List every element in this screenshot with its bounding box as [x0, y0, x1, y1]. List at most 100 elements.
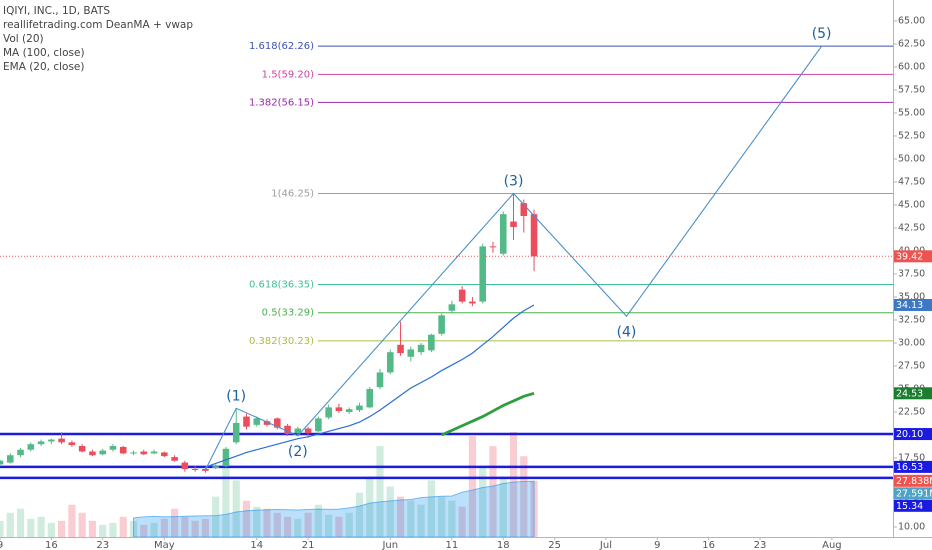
volume-bar: [427, 480, 435, 537]
volume-bar: [78, 512, 86, 537]
volume-bar: [0, 520, 4, 537]
volume-bar: [47, 522, 55, 537]
fib-label: 0.5(33.29): [262, 308, 314, 319]
volume-bar: [27, 518, 35, 537]
candle-body: [407, 349, 415, 357]
candle-body: [37, 441, 45, 445]
candle-body: [417, 344, 425, 353]
volume-bar: [314, 504, 322, 537]
candle-body: [191, 469, 199, 471]
candle-body: [376, 372, 384, 388]
header-text: reallifetrading.com DeanMA + vwap: [3, 19, 193, 31]
candle-body: [469, 301, 476, 304]
volume-bar: [458, 506, 466, 537]
price-label: 20.10: [896, 429, 923, 440]
y-tick-label: 17.50: [898, 452, 925, 463]
y-tick-label: 42.50: [898, 222, 925, 233]
wave-label: (1): [226, 388, 246, 404]
candle-body: [6, 455, 14, 463]
price-axis-bg: [893, 0, 932, 550]
candle-body: [510, 221, 517, 228]
candle-body: [27, 444, 35, 450]
volume-bar: [448, 500, 456, 537]
volume-bar: [520, 456, 528, 537]
candle-body: [520, 203, 528, 217]
y-tick-label: 10.00: [898, 521, 925, 532]
fib-label: 1.618(62.26): [249, 41, 314, 52]
candle-body: [89, 451, 96, 456]
price-label-box: [894, 460, 932, 473]
header-text: MA (100, close): [3, 47, 85, 59]
price-label: 27.838M: [896, 476, 932, 487]
volume-bar: [509, 432, 518, 537]
candle-body: [489, 246, 497, 248]
candle-body: [181, 462, 189, 470]
plot-area: 1.618(62.26) 1.5(59.20) 1.382(56.15) 1(46.2…: [0, 26, 893, 537]
x-tick-label: 16: [702, 540, 715, 550]
volume-bar: [222, 460, 230, 537]
candle-body: [294, 428, 302, 434]
y-tick-label: 27.50: [898, 360, 925, 371]
candle-body: [356, 405, 363, 411]
header-text: EMA (20, close): [3, 61, 85, 73]
volume-bar: [212, 496, 220, 537]
candle-body: [499, 214, 507, 254]
volume-bar: [345, 512, 353, 537]
x-tick-label: 16: [45, 540, 58, 550]
candle-body: [58, 438, 65, 443]
y-tick-label: 35.00: [898, 291, 925, 302]
price-label: 34.13: [896, 300, 923, 311]
volume-bar: [16, 508, 25, 537]
candle-body: [325, 407, 332, 418]
y-tick-label: 22.50: [898, 406, 925, 417]
fib-label: 0.618(36.35): [249, 280, 314, 291]
x-tick-label: Jun: [381, 540, 398, 550]
price-label-box: [894, 428, 932, 441]
wave-label: (2): [288, 444, 308, 460]
volume-bar: [242, 500, 251, 537]
candle-body: [263, 421, 271, 425]
candle-body: [448, 304, 456, 311]
volume-bar: [191, 520, 199, 537]
candle-body: [335, 407, 343, 412]
header-text: IQIYI, INC., 1D, BATS: [3, 5, 110, 17]
y-tick-label: 55.00: [898, 107, 925, 118]
fib-label: 1(46.25): [271, 188, 314, 199]
candle-body: [530, 214, 538, 257]
x-tick-label: Jul: [599, 540, 612, 550]
candle-body: [0, 460, 4, 465]
candle-body: [428, 334, 435, 351]
candle-body: [202, 469, 209, 471]
price-label: 27.591M: [896, 488, 932, 499]
wave-label: (3): [504, 173, 524, 189]
y-tick-label: 65.00: [898, 15, 925, 26]
volume-bar: [88, 520, 97, 537]
volume-bar: [325, 514, 333, 537]
volume-bar: [366, 476, 374, 537]
volume-bar: [160, 518, 168, 537]
volume-bar: [181, 516, 189, 537]
volume-bar: [140, 524, 148, 537]
volume-bar: [499, 476, 507, 537]
price-label-box: [894, 474, 932, 487]
candle-body: [150, 451, 158, 454]
y-tick-label: 32.50: [898, 314, 925, 325]
x-tick-label: 9: [654, 540, 660, 550]
y-tick-label: 37.50: [898, 268, 925, 279]
volume-bar: [119, 516, 127, 537]
candle-body: [438, 315, 445, 334]
candle-body: [161, 452, 168, 457]
candle-body: [78, 446, 86, 452]
volume-bar: [396, 496, 405, 537]
volume-bar: [253, 506, 261, 537]
candle-body: [366, 388, 374, 408]
volume-bar: [479, 466, 487, 537]
volume-bar: [489, 446, 497, 537]
wave-label: (5): [812, 26, 832, 42]
price-label-box: [894, 250, 932, 263]
volume-bar: [304, 512, 312, 537]
volume-bar: [273, 512, 281, 537]
x-tick-label: Aug: [822, 540, 842, 550]
volume-bar: [438, 496, 446, 537]
